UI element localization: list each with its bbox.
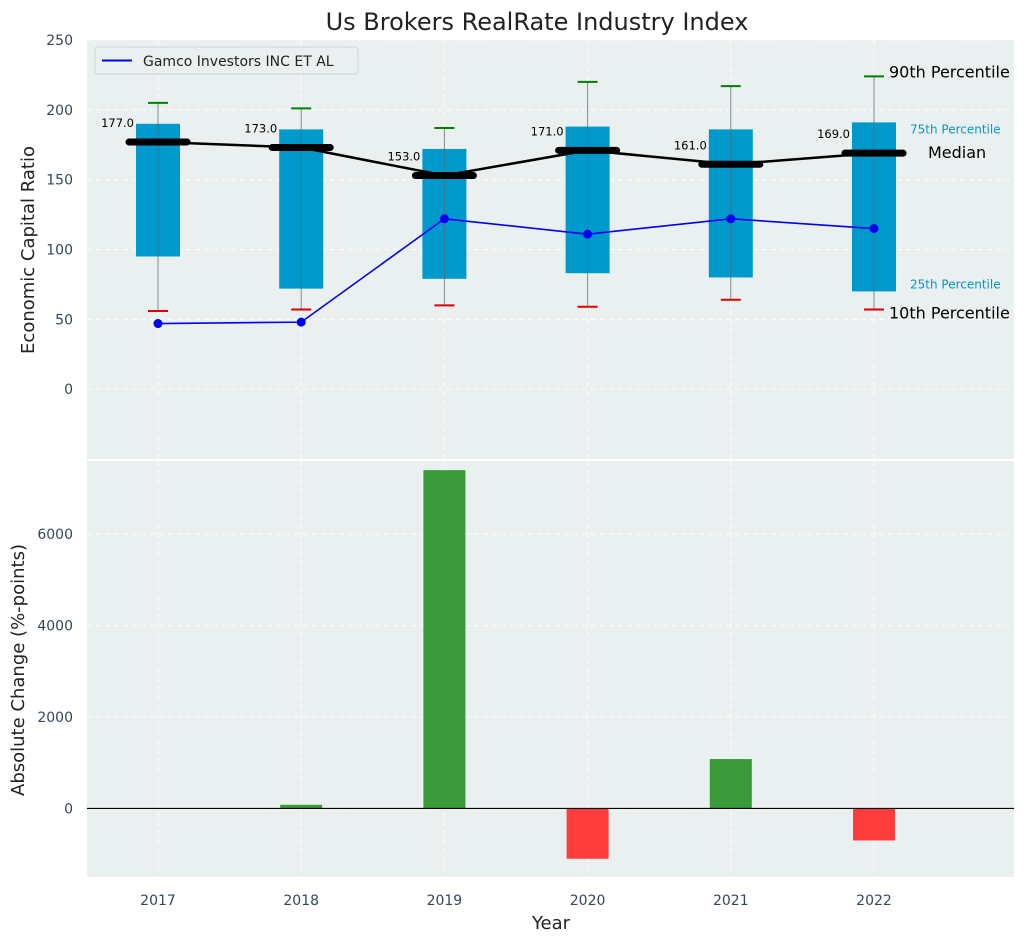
bottom-y-tick-label: 4000 bbox=[37, 619, 73, 635]
change-bars bbox=[280, 470, 895, 859]
bottom-y-ticks: 0 2000 4000 6000 bbox=[37, 527, 73, 817]
top-y-tick-label: 150 bbox=[46, 173, 73, 189]
p75-annotation: 75th Percentile bbox=[910, 122, 1001, 136]
bottom-y-tick-label: 6000 bbox=[37, 527, 73, 543]
x-tick-label: 2022 bbox=[856, 893, 892, 909]
p10-annotation: 10th Percentile bbox=[889, 304, 1010, 323]
median-value-label: 171.0 bbox=[531, 124, 564, 138]
median-annotation: Median bbox=[928, 143, 986, 162]
change-bar bbox=[566, 808, 609, 859]
top-y-axis-label: Economic Capital Ratio bbox=[18, 146, 39, 354]
x-tick-label: 2021 bbox=[713, 893, 749, 909]
x-tick-label: 2019 bbox=[427, 893, 463, 909]
company-line bbox=[157, 217, 875, 325]
x-axis-label: Year bbox=[531, 913, 571, 934]
top-y-tick-label: 100 bbox=[46, 243, 73, 259]
p25-annotation: 25th Percentile bbox=[910, 277, 1001, 291]
company-point bbox=[726, 214, 736, 224]
legend: Gamco Investors INC ET AL bbox=[94, 46, 359, 75]
median-labels: 177.0 173.0 153.0 171.0 161.0 169.0 bbox=[101, 116, 850, 164]
company-point bbox=[296, 317, 306, 327]
bottom-y-tick-label: 2000 bbox=[37, 710, 73, 726]
x-tick-label: 2017 bbox=[140, 893, 176, 909]
percentile-annotations: 90th Percentile 75th Percentile Median 25th… bbox=[889, 62, 1010, 322]
bottom-y-tick-label: 0 bbox=[64, 801, 73, 817]
company-series bbox=[153, 214, 879, 329]
top-panel: 0 50 100 150 200 250 177.0 173.0 153.0 171.0 161.… bbox=[46, 33, 1014, 459]
change-bar bbox=[423, 470, 466, 809]
median-value-label: 177.0 bbox=[101, 116, 134, 130]
chart-title: Us Brokers RealRate Industry Index bbox=[326, 8, 749, 36]
top-y-ticks: 0 50 100 150 200 250 bbox=[46, 33, 73, 398]
top-y-tick-label: 250 bbox=[46, 33, 73, 49]
median-value-label: 169.0 bbox=[817, 127, 850, 141]
bottom-panel: 0 2000 4000 6000 2017 2018 2019 2020 2021 2022 bbox=[37, 461, 1014, 909]
company-point bbox=[583, 229, 593, 239]
x-ticks: 2017 2018 2019 2020 2021 2022 bbox=[140, 893, 892, 909]
change-bar bbox=[853, 808, 895, 841]
bottom-plot-area bbox=[87, 461, 1014, 877]
top-y-tick-label: 50 bbox=[55, 312, 73, 328]
company-point bbox=[439, 214, 449, 224]
legend-label: Gamco Investors INC ET AL bbox=[143, 54, 334, 70]
change-bar bbox=[709, 759, 752, 809]
median-trend bbox=[125, 138, 907, 179]
x-tick-label: 2018 bbox=[283, 893, 319, 909]
top-y-tick-label: 200 bbox=[46, 103, 73, 119]
x-tick-label: 2020 bbox=[570, 893, 606, 909]
company-point bbox=[153, 319, 163, 329]
median-value-label: 173.0 bbox=[244, 122, 277, 136]
p90-annotation: 90th Percentile bbox=[889, 62, 1010, 81]
top-y-tick-label: 0 bbox=[64, 382, 73, 398]
company-point bbox=[869, 224, 879, 234]
legend-box bbox=[94, 46, 359, 75]
change-bar bbox=[280, 804, 323, 809]
bottom-y-axis-label: Absolute Change (%-points) bbox=[8, 544, 29, 796]
median-value-label: 161.0 bbox=[674, 138, 707, 152]
median-value-label: 153.0 bbox=[387, 149, 420, 163]
